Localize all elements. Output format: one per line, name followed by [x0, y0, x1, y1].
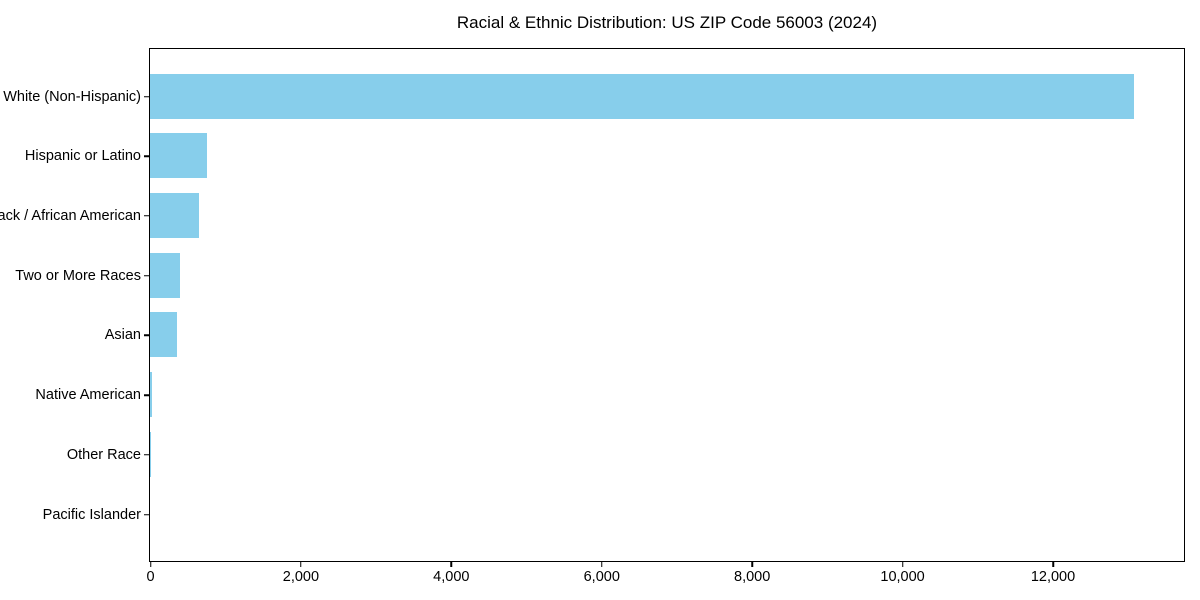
x-tick-label: 12,000: [1030, 569, 1076, 585]
y-tick-mark: [144, 95, 149, 98]
y-tick-label: Two or More Races: [15, 267, 141, 284]
x-tick-mark: [751, 562, 753, 567]
bar-asian: [150, 312, 178, 358]
y-tick-mark: [144, 394, 149, 396]
y-tick-label: Native American: [35, 387, 141, 404]
y-tick-label: Pacific Islander: [42, 506, 141, 523]
chart-title: Racial & Ethnic Distribution: US ZIP Cod…: [456, 13, 878, 32]
y-tick-label: Other Race: [66, 446, 141, 463]
x-tick-label: 0: [146, 569, 155, 585]
x-tick-mark: [450, 562, 453, 567]
x-tick-mark: [901, 562, 904, 567]
x-tick-label: 8,000: [734, 569, 771, 585]
x-tick-mark: [149, 562, 152, 567]
y-tick-label: White (Non-Hispanic): [3, 88, 141, 105]
y-tick-mark: [144, 513, 149, 516]
y-tick-mark: [144, 454, 149, 456]
y-tick-label: Hispanic or Latino: [24, 148, 141, 165]
bar-other-race: [150, 431, 151, 477]
plot-area: [149, 48, 1185, 562]
bar-hispanic-or-latino: [150, 133, 208, 179]
bar-native-american: [150, 372, 152, 418]
x-tick-mark: [1052, 562, 1054, 567]
x-tick-label: 4,000: [433, 569, 470, 585]
x-tick-label: 2,000: [282, 569, 320, 585]
bar-white-non-hispanic: [150, 73, 1134, 119]
y-tick-mark: [144, 334, 149, 337]
y-tick-mark: [144, 155, 149, 157]
bar-black-african-american: [150, 192, 200, 238]
bar-two-or-more-races: [150, 252, 180, 298]
x-tick-mark: [300, 562, 302, 567]
x-tick-label: 10,000: [880, 569, 925, 585]
y-tick-label: Asian: [104, 327, 141, 344]
y-tick-label: Black / African American: [0, 207, 141, 224]
x-tick-label: 6,000: [583, 569, 620, 585]
y-tick-mark: [144, 274, 149, 277]
x-tick-mark: [601, 562, 603, 567]
y-tick-mark: [144, 215, 149, 217]
